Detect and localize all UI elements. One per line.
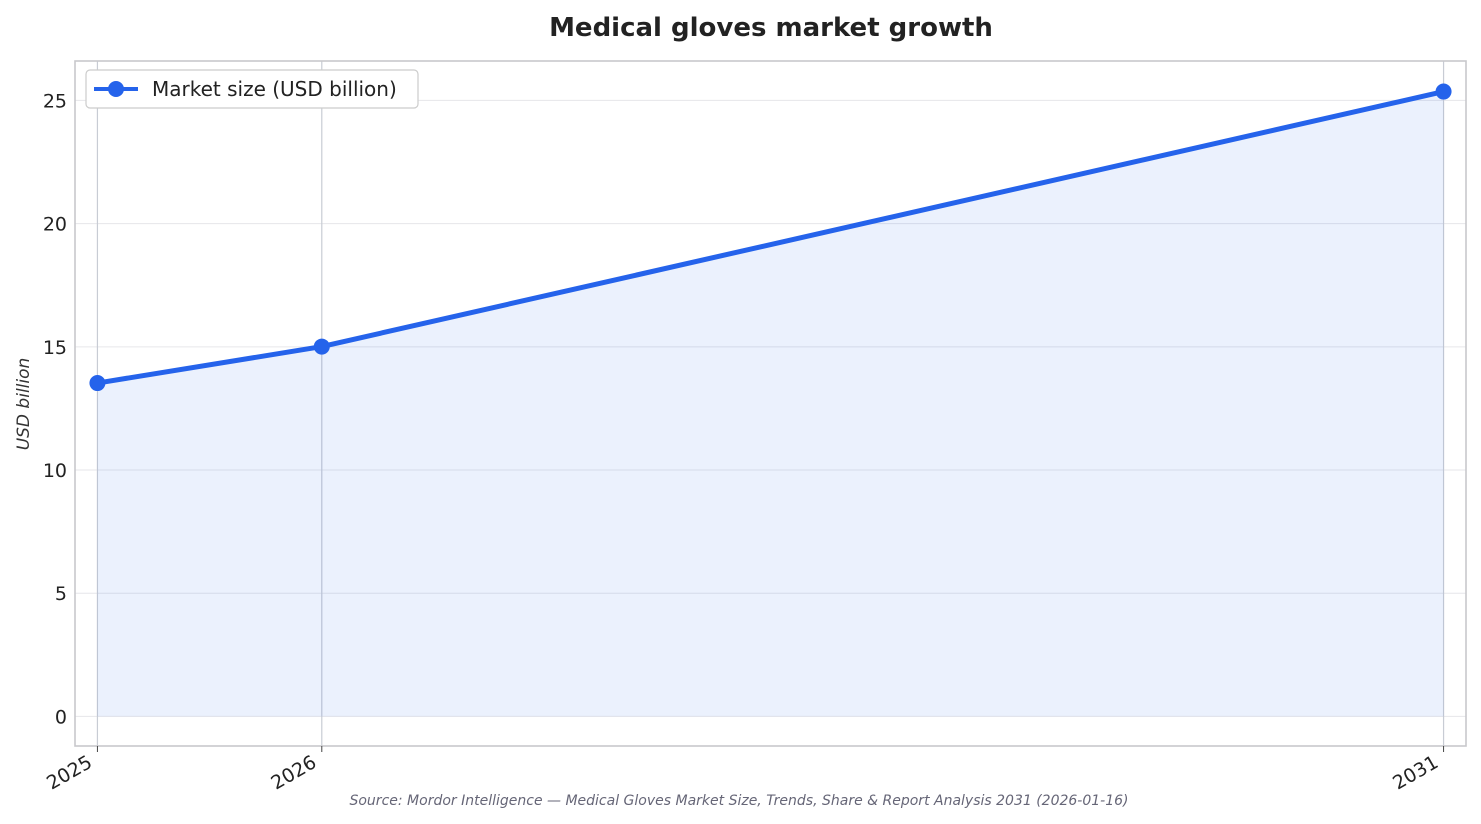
data-point [89, 375, 106, 392]
area-fill [97, 91, 1444, 717]
y-tick-label: 0 [55, 706, 67, 728]
y-tick-label: 5 [55, 583, 67, 605]
data-points [89, 83, 1452, 392]
x-tick-label: 2026 [267, 751, 320, 794]
legend-marker [108, 81, 124, 97]
data-point [1435, 83, 1452, 100]
plot-area [75, 61, 1466, 746]
y-tick-label: 20 [43, 214, 67, 236]
legend-label: Market size (USD billion) [152, 77, 397, 101]
data-point [313, 338, 330, 355]
y-tick-label: 10 [43, 460, 67, 482]
source-note: Source: Mordor Intelligence — Medical Gl… [349, 793, 1128, 809]
y-axis-ticks: 0 5 10 15 20 25 [43, 90, 67, 728]
x-tick-label: 2025 [43, 751, 96, 794]
y-axis-label: USD billion [14, 358, 34, 451]
y-tick-label: 15 [43, 337, 67, 359]
x-axis-ticks: 2025 2026 2031 [43, 746, 1445, 795]
legend: Market size (USD billion) [85, 69, 419, 109]
vertical-gridlines [96, 61, 1445, 746]
plot-frame [74, 60, 1467, 747]
legend-box [85, 69, 419, 109]
x-tick-label: 2031 [1389, 751, 1442, 794]
chart-title: Medical gloves market growth [549, 13, 993, 43]
y-tick-label: 25 [43, 90, 67, 112]
